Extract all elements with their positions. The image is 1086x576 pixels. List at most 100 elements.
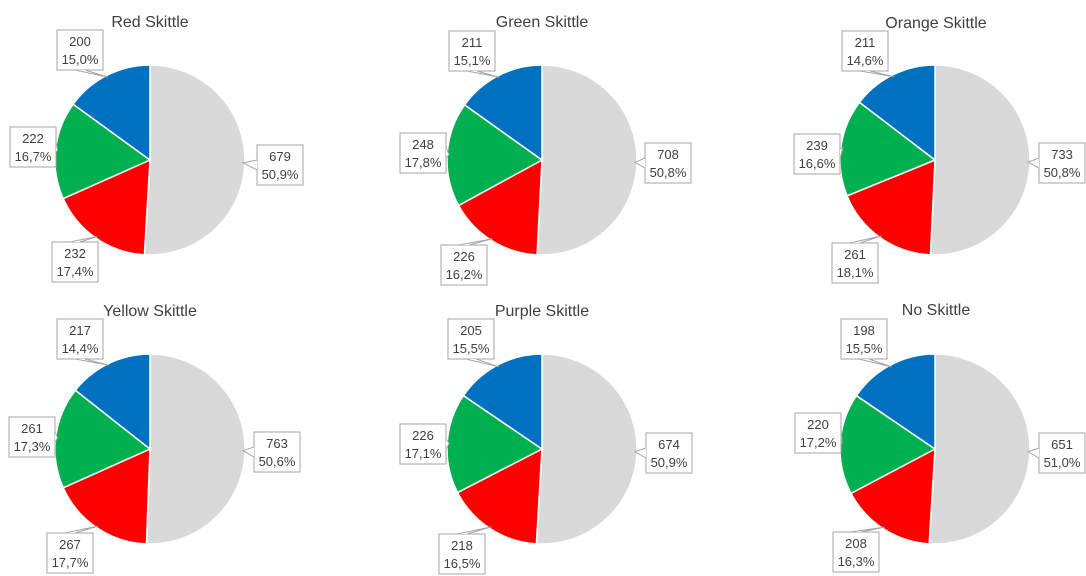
data-label-percent: 51,0% bbox=[1044, 455, 1081, 470]
data-label-fill bbox=[401, 134, 445, 172]
data-label: 211 15,1% bbox=[448, 30, 500, 78]
data-label: 651 51,0% bbox=[1026, 432, 1086, 474]
data-label-percent: 16,3% bbox=[838, 554, 875, 569]
data-label: 200 15,0% bbox=[56, 29, 108, 78]
data-label: 261 17,3% bbox=[8, 416, 59, 458]
data-label-fill bbox=[11, 128, 55, 166]
pie-slice bbox=[62, 158, 151, 256]
data-label-percent: 17,2% bbox=[800, 435, 837, 450]
data-label-percent: 17,8% bbox=[405, 155, 442, 170]
data-label-value: 674 bbox=[658, 437, 680, 452]
data-label-percent: 15,5% bbox=[846, 341, 883, 356]
data-label: 226 17,1% bbox=[399, 423, 450, 465]
data-label-percent: 16,2% bbox=[446, 267, 483, 282]
pie-slice bbox=[536, 64, 638, 256]
data-label-pointer bbox=[456, 526, 492, 535]
chart-title: Purple Skittle bbox=[495, 303, 589, 320]
pie-slice bbox=[456, 447, 543, 545]
pie-chart-no-skittle: No Skittle 651 51,0% 208 16,3% 220 17,2% 198 15,… bbox=[794, 302, 1086, 573]
data-label-fill bbox=[48, 534, 92, 572]
pie-slice bbox=[463, 64, 543, 162]
data-label-value: 220 bbox=[807, 417, 829, 432]
data-label-pointer bbox=[466, 70, 500, 78]
pie-slice bbox=[928, 353, 1031, 545]
data-label-percent: 15,0% bbox=[62, 52, 99, 67]
data-label: 217 14,4% bbox=[56, 318, 110, 366]
pie-slice bbox=[74, 353, 151, 451]
data-label-pointer bbox=[54, 431, 59, 443]
data-label-fill bbox=[834, 533, 878, 571]
data-label-value: 708 bbox=[657, 147, 679, 162]
data-label-fill bbox=[440, 535, 484, 573]
data-label-value: 261 bbox=[844, 247, 866, 262]
pie-slice bbox=[143, 64, 246, 256]
pie-slice bbox=[929, 64, 1031, 256]
data-label-pointer bbox=[64, 525, 99, 534]
chart-title: Red Skittle bbox=[111, 14, 188, 31]
data-label-pointer bbox=[445, 147, 450, 159]
data-label-fill bbox=[401, 425, 445, 463]
data-label: 208 16,3% bbox=[832, 526, 885, 573]
data-label-percent: 17,4% bbox=[57, 264, 94, 279]
pie-chart-red-skittle: Red Skittle 679 50,9% 232 17,4% 222 16,7% 200 15… bbox=[9, 14, 304, 283]
data-label-percent: 17,3% bbox=[14, 439, 51, 454]
data-label-pointer bbox=[859, 70, 894, 78]
pie-chart-yellow-skittle: Yellow Skittle 763 50,6% 267 17,7% 261 17,3% 21… bbox=[8, 303, 301, 574]
data-label-value: 239 bbox=[806, 138, 828, 153]
data-label-value: 198 bbox=[853, 323, 875, 338]
data-label: 222 16,7% bbox=[9, 126, 59, 168]
data-label-value: 763 bbox=[266, 436, 288, 451]
data-label-pointer bbox=[850, 526, 885, 533]
data-label-value: 679 bbox=[269, 149, 291, 164]
data-label-fill bbox=[450, 32, 494, 70]
data-label-percent: 17,1% bbox=[405, 446, 442, 461]
chart-title: Orange Skittle bbox=[885, 15, 986, 32]
data-label-pointer bbox=[55, 141, 59, 153]
data-label-percent: 15,5% bbox=[453, 341, 490, 356]
data-label-pointer bbox=[858, 358, 892, 368]
data-label-fill bbox=[442, 246, 486, 284]
data-label-pointer bbox=[445, 438, 450, 450]
data-label-pointer bbox=[74, 69, 108, 78]
data-label: 248 17,8% bbox=[399, 132, 450, 174]
data-label: 261 18,1% bbox=[831, 235, 882, 284]
data-label-percent: 50,9% bbox=[262, 167, 299, 182]
data-label-percent: 50,9% bbox=[651, 455, 688, 470]
pie-chart-green-skittle: Green Skittle 708 50,8% 226 16,2% 248 17,8% 211… bbox=[399, 14, 692, 286]
data-label-fill bbox=[833, 244, 877, 282]
data-label: 733 50,8% bbox=[1026, 142, 1086, 184]
data-label-value: 267 bbox=[59, 537, 81, 552]
pie-slice bbox=[846, 158, 936, 256]
data-label-value: 200 bbox=[69, 34, 91, 49]
data-label: 232 17,4% bbox=[51, 236, 99, 283]
data-label-percent: 15,1% bbox=[454, 53, 491, 68]
data-label-value: 222 bbox=[22, 131, 44, 146]
data-label: 763 50,6% bbox=[241, 431, 301, 473]
data-label-percent: 50,8% bbox=[1044, 165, 1081, 180]
data-label-value: 651 bbox=[1051, 437, 1073, 452]
data-label-value: 208 bbox=[845, 536, 867, 551]
pie-slice bbox=[535, 353, 638, 545]
pie-chart-orange-skittle: Orange Skittle 733 50,8% 261 18,1% 239 16,6% 21… bbox=[793, 15, 1086, 284]
pie-chart-purple-skittle: Purple Skittle 674 50,9% 218 16,5% 226 17,1% 20… bbox=[399, 303, 693, 575]
data-label-fill bbox=[258, 146, 302, 184]
data-label-percent: 14,4% bbox=[62, 341, 99, 356]
data-label-fill bbox=[58, 320, 102, 358]
data-label-fill bbox=[10, 418, 54, 456]
chart-title: Yellow Skittle bbox=[103, 303, 197, 320]
data-label: 198 15,5% bbox=[840, 318, 892, 368]
data-label-percent: 14,6% bbox=[847, 53, 884, 68]
data-label: 218 16,5% bbox=[438, 526, 492, 575]
data-label: 205 15,5% bbox=[447, 318, 499, 368]
data-label-pointer bbox=[840, 427, 843, 444]
data-label-value: 217 bbox=[69, 323, 91, 338]
data-label-fill bbox=[843, 32, 887, 70]
data-label-fill bbox=[842, 320, 886, 358]
pie-slice bbox=[72, 64, 151, 162]
data-label: 220 17,2% bbox=[794, 412, 843, 454]
data-label-pointer bbox=[241, 446, 255, 458]
data-label-pointer bbox=[241, 159, 258, 171]
data-label-fill bbox=[449, 320, 493, 358]
data-label-pointer bbox=[465, 358, 499, 368]
